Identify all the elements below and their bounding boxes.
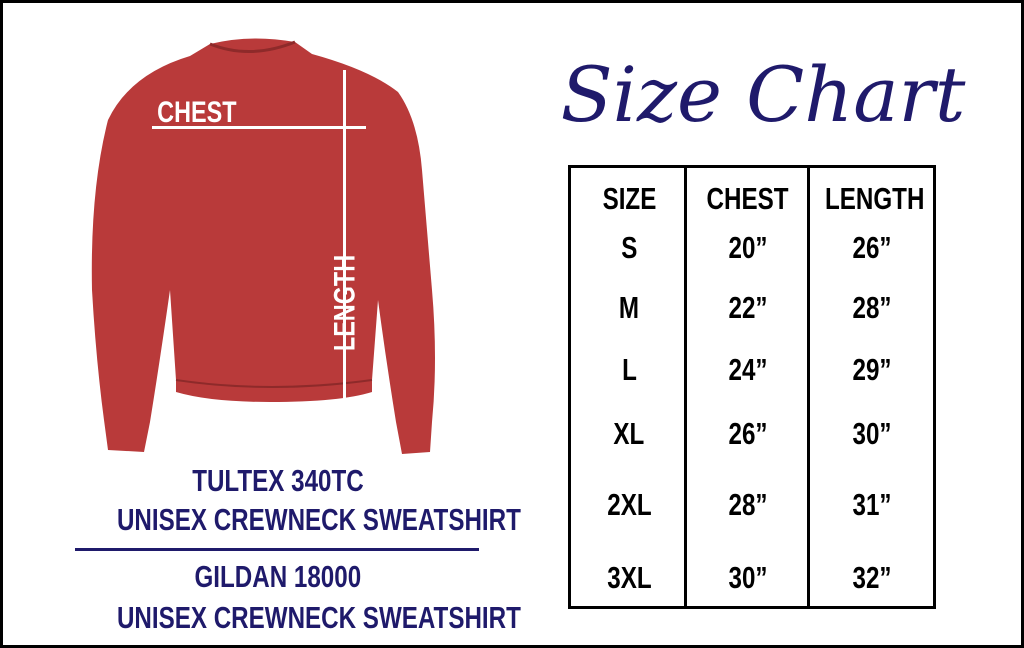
column-divider	[807, 168, 810, 606]
description-1: UNISEX CREWNECK SWEATSHIRT	[116, 502, 521, 537]
row-length: 28”	[852, 290, 892, 325]
row-size: S	[620, 230, 638, 265]
row-chest: 28”	[728, 487, 768, 522]
brand-1: TULTEX 340TC	[191, 463, 364, 498]
row-length: 32”	[852, 560, 892, 595]
chest-label: CHEST	[157, 96, 237, 129]
description-2: UNISEX CREWNECK SWEATSHIRT	[116, 600, 521, 635]
row-size: L	[621, 352, 637, 387]
row-chest: 22”	[728, 290, 768, 325]
row-length: 29”	[852, 352, 892, 387]
header-chest: CHEST	[707, 181, 789, 216]
row-size: 3XL	[606, 560, 652, 595]
row-length: 30”	[852, 416, 892, 451]
row-size: 2XL	[606, 487, 652, 522]
row-chest: 26”	[728, 416, 768, 451]
row-size: XL	[613, 416, 645, 451]
row-chest: 30”	[728, 560, 768, 595]
column-divider	[684, 168, 687, 606]
row-size: M	[618, 290, 640, 325]
row-length: 26”	[852, 230, 892, 265]
caption-divider	[75, 548, 479, 551]
length-measure-line	[343, 70, 346, 426]
size-table: SIZE CHEST LENGTH S 20” 26” M 22” 28” L …	[568, 165, 936, 609]
length-label: LENGTH	[328, 254, 362, 352]
brand-2: GILDAN 18000	[194, 559, 361, 594]
chest-measure-line	[152, 126, 366, 129]
row-length: 31”	[852, 487, 892, 522]
header-size: SIZE	[602, 181, 656, 216]
page-title: Size Chart	[560, 50, 966, 139]
row-chest: 24”	[728, 352, 768, 387]
sweatshirt-illustration	[91, 38, 436, 454]
header-length: LENGTH	[825, 181, 925, 216]
row-chest: 20”	[728, 230, 768, 265]
